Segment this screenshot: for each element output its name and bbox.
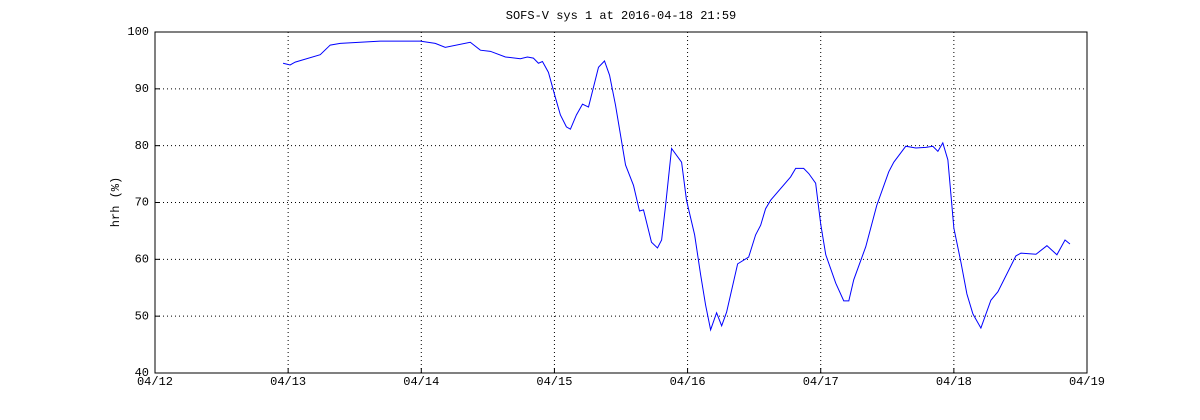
y-axis-label: hrh (%) (109, 177, 123, 227)
chart-title: SOFS-V sys 1 at 2016-04-18 21:59 (506, 9, 736, 23)
y-tick-label: 50 (135, 309, 149, 323)
y-tick-label: 100 (127, 25, 149, 39)
x-tick-label: 04/18 (936, 375, 972, 389)
x-tick-label: 04/19 (1069, 375, 1105, 389)
data-layer (282, 40, 1071, 332)
y-tick-label: 70 (135, 196, 149, 210)
y-tick-label: 60 (135, 253, 149, 267)
y-tick-label: 90 (135, 82, 149, 96)
x-tick-label: 04/16 (670, 375, 706, 389)
label-layer: SOFS-V sys 1 at 2016-04-18 21:59 hrh (%)… (109, 9, 1105, 389)
x-tick-label: 04/14 (403, 375, 439, 389)
data-line (282, 40, 1071, 332)
y-tick-label: 80 (135, 139, 149, 153)
x-tick-label: 04/12 (137, 375, 173, 389)
x-tick-label: 04/15 (536, 375, 572, 389)
axes-box (154, 31, 1088, 374)
x-tick-label: 04/13 (270, 375, 306, 389)
y-tick-label: 40 (135, 366, 149, 380)
x-tick-label: 04/17 (803, 375, 839, 389)
